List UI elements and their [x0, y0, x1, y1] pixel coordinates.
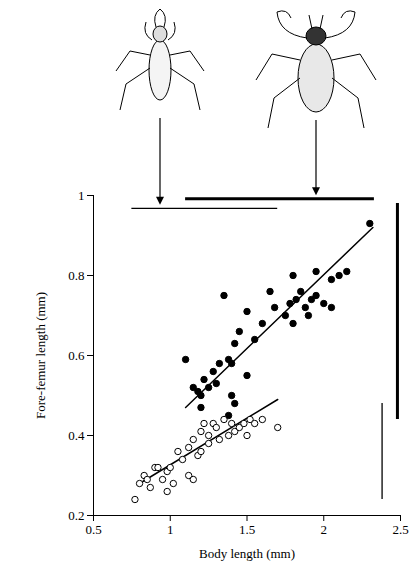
svg-text:0.8: 0.8 — [68, 268, 84, 283]
svg-text:2: 2 — [321, 522, 328, 537]
svg-text:2.5: 2.5 — [392, 522, 408, 537]
svg-text:1: 1 — [167, 522, 174, 537]
svg-text:0.6: 0.6 — [68, 348, 85, 363]
svg-text:Fore-femur length (mm): Fore-femur length (mm) — [33, 292, 48, 419]
svg-text:0.2: 0.2 — [68, 508, 84, 523]
svg-text:0.4: 0.4 — [68, 428, 85, 443]
svg-text:1.5: 1.5 — [239, 522, 255, 537]
svg-text:Body length (mm): Body length (mm) — [199, 546, 295, 561]
svg-text:0.5: 0.5 — [85, 522, 101, 537]
svg-text:1: 1 — [78, 188, 85, 203]
